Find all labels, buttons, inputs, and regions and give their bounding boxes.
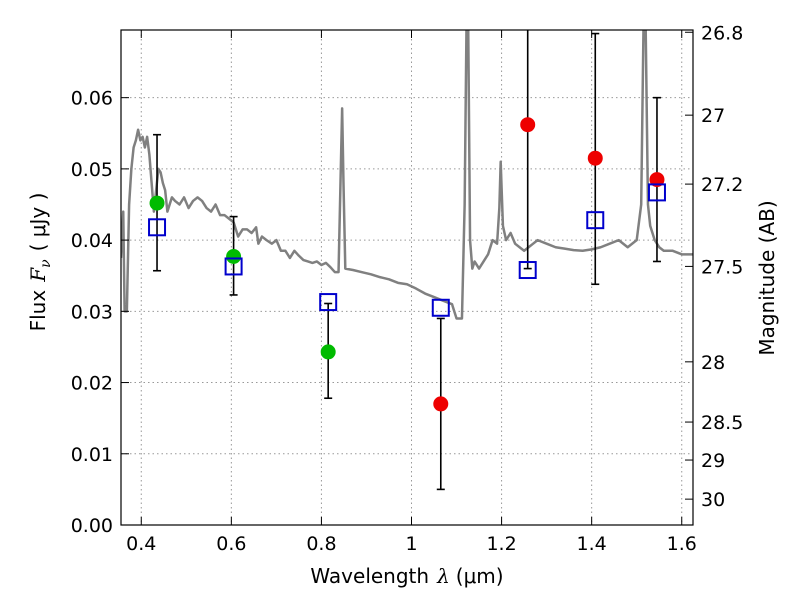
- green-data-point: [320, 344, 336, 360]
- model-photometry-square: [148, 218, 167, 237]
- y-tick-label: 0.06: [71, 88, 113, 110]
- right-tick-label: 27.5: [701, 256, 743, 278]
- y-tick-label: 0.00: [71, 515, 113, 537]
- red-data-point: [433, 396, 449, 412]
- y-tick-label: 0.02: [71, 373, 113, 395]
- model-photometry-square: [647, 183, 666, 202]
- template-spectrum-line: [121, 30, 693, 320]
- model-photometry-square: [319, 293, 338, 312]
- tick-layer: 0.4 0.6 0.8 1 1.2 1.4 1.6 0.00 0.01 0.02 0.03 0.04 0…: [71, 22, 744, 555]
- model-photometry-square: [518, 261, 537, 280]
- right-tick-label: 28: [701, 352, 725, 374]
- y-tick-label: 0.03: [71, 301, 113, 323]
- red-data-point: [520, 117, 536, 133]
- model-photometry-square: [586, 211, 605, 230]
- y-tick-label: 0.01: [71, 444, 113, 466]
- x-tick-label: 0.6: [216, 533, 246, 555]
- right-axis-label: Magnitude (AB): [755, 200, 779, 355]
- x-axis-label: Wavelength λ (μm): [310, 564, 503, 588]
- right-tick-label: 29: [701, 450, 725, 472]
- right-tick-label: 28.5: [701, 412, 743, 434]
- x-tick-label: 1: [405, 533, 417, 555]
- y-tick-label: 0.05: [71, 159, 113, 181]
- y-axis-label: FluxFν( μJy ): [26, 193, 54, 332]
- right-tick-label: 30: [701, 489, 725, 511]
- red-data-point: [587, 150, 603, 166]
- model-photometry-square: [431, 298, 450, 317]
- right-tick-label: 27: [701, 105, 725, 127]
- x-tick-label: 0.4: [126, 533, 156, 555]
- series-layer: [121, 30, 693, 491]
- green-data-point: [226, 248, 242, 264]
- x-tick-label: 0.8: [306, 533, 336, 555]
- plot-frame: [120, 29, 694, 526]
- x-tick-label: 1.2: [486, 533, 516, 555]
- red-data-point: [649, 172, 665, 188]
- grid-layer: [121, 30, 693, 526]
- x-tick-label: 1.6: [667, 533, 697, 555]
- right-tick-label: 27.2: [701, 174, 743, 196]
- y-tick-label: 0.04: [71, 230, 113, 252]
- x-tick-label: 1.4: [577, 533, 607, 555]
- green-data-point: [149, 195, 165, 211]
- model-photometry-square: [224, 257, 243, 276]
- plot-background: [121, 30, 693, 525]
- right-tick-label: 26.8: [701, 22, 743, 44]
